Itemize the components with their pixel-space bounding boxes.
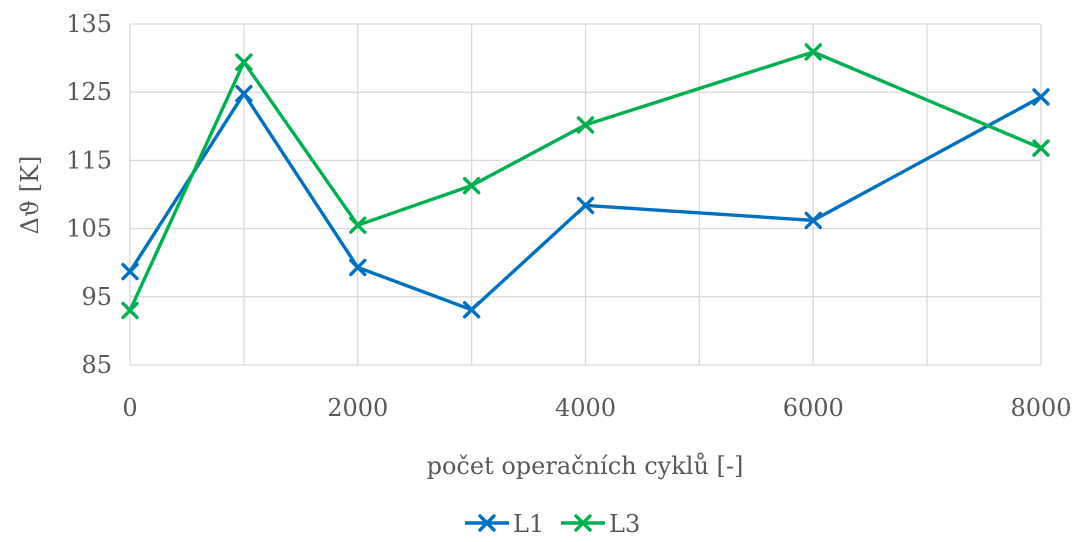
y-axis-title: Δϑ [K]: [16, 156, 44, 235]
point-l1: [462, 301, 481, 319]
legend-marker-l3: [574, 514, 592, 532]
point-l3: [349, 216, 367, 234]
y-tick-label: 105: [66, 215, 112, 243]
y-tick-label: 95: [81, 283, 112, 311]
y-tick-label: 85: [81, 351, 112, 379]
legend-item-l3: L3: [561, 510, 640, 538]
x-axis-ticks: 0 2000 4000 6000 8000: [122, 394, 1071, 422]
point-l1: [1032, 88, 1050, 106]
x-tick-label: 6000: [783, 394, 844, 422]
point-l3: [1032, 139, 1050, 157]
x-tick-label: 4000: [555, 394, 616, 422]
x-tick-label: 2000: [327, 394, 388, 422]
y-tick-label: 125: [66, 78, 112, 106]
x-axis-title: počet operačních cyklů [-]: [427, 452, 744, 480]
series: [121, 43, 1050, 320]
legend-label-l3: L3: [609, 510, 640, 538]
legend-item-l1: L1: [465, 510, 544, 538]
legend: L1 L3: [465, 510, 640, 538]
legend-marker-l1: [478, 514, 496, 532]
x-tick-label: 8000: [1010, 394, 1071, 422]
point-l3: [804, 43, 822, 61]
y-tick-label: 135: [66, 10, 112, 38]
point-l1: [349, 258, 367, 277]
y-axis-ticks: 85 95 105 115 125 135: [66, 10, 112, 379]
legend-label-l1: L1: [513, 510, 544, 538]
point-l1: [804, 211, 822, 230]
point-l1: [121, 262, 139, 281]
point-l3: [235, 53, 253, 71]
point-l3: [462, 176, 481, 195]
x-tick-label: 0: [122, 394, 137, 422]
grid: [129, 23, 1042, 366]
point-l1: [235, 84, 253, 103]
point-l3: [576, 116, 595, 134]
y-tick-label: 115: [66, 146, 112, 174]
point-l3: [121, 301, 139, 320]
point-l1: [576, 196, 595, 215]
